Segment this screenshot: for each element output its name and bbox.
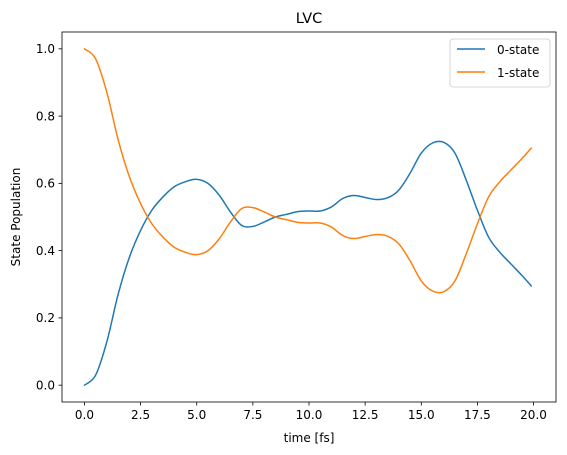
legend: 0-state 1-state	[449, 38, 551, 88]
y-tick-label: 0.2	[36, 311, 55, 325]
chart-title: LVC	[296, 11, 323, 27]
y-tick-label: 0.0	[36, 378, 55, 392]
x-tick-label: 12.5	[352, 408, 379, 422]
x-tick-label: 17.5	[464, 408, 491, 422]
series-line-0-state	[83, 140, 533, 386]
y-tick-label: 0.4	[36, 244, 55, 258]
x-axis: 0.0 2.5 5.0 7.5 10.0 12.5 15.0 17.5 20.0	[75, 402, 547, 422]
x-tick-label: 2.5	[131, 408, 150, 422]
x-tick-label: 15.0	[408, 408, 435, 422]
x-tick-label: 20.0	[520, 408, 547, 422]
y-tick-label: 0.6	[36, 177, 55, 191]
x-tick-label: 10.0	[296, 408, 323, 422]
legend-label-0-state: 0-state	[497, 43, 539, 57]
legend-box	[449, 38, 551, 88]
x-tick-label: 0.0	[75, 408, 94, 422]
y-tick-label: 0.8	[36, 109, 55, 123]
legend-label-1-state: 1-state	[497, 66, 539, 80]
x-axis-label: time [fs]	[284, 431, 335, 445]
series-line-1-state	[83, 48, 533, 294]
y-tick-label: 1.0	[36, 42, 55, 56]
y-axis: 0.0 0.2 0.4 0.6 0.8 1.0	[36, 42, 62, 392]
series-layer	[83, 48, 533, 386]
x-tick-label: 5.0	[187, 408, 206, 422]
x-tick-label: 7.5	[243, 408, 262, 422]
y-axis-label: State Population	[9, 168, 23, 267]
